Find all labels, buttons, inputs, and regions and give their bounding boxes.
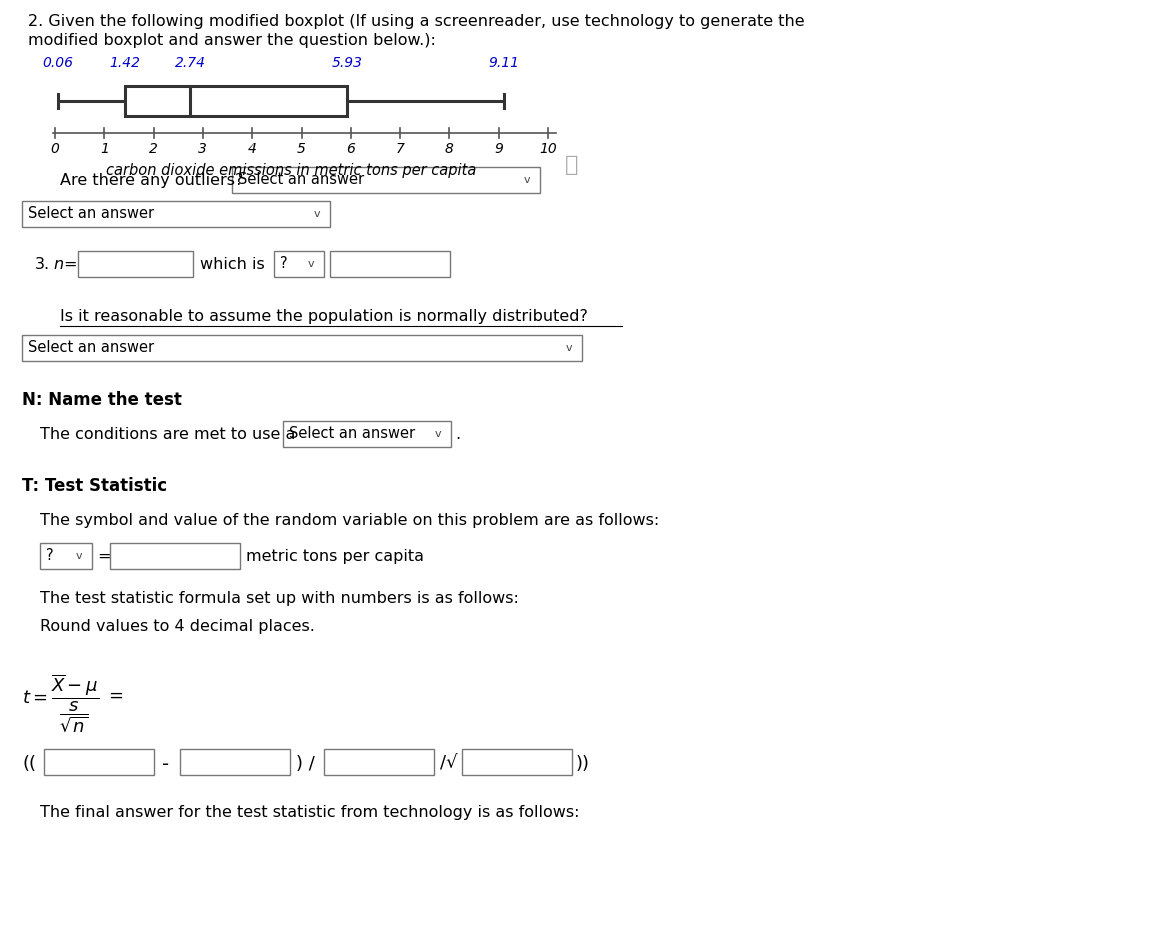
Text: =: = (63, 257, 77, 272)
Text: 6: 6 (347, 142, 355, 156)
Bar (180, 749, 290, 775)
Bar (22, 335, 582, 361)
Text: Are there any outliers?: Are there any outliers? (60, 173, 243, 188)
Text: carbon dioxide emissions in metric tons per capita: carbon dioxide emissions in metric tons … (106, 163, 477, 178)
Bar (283, 421, 451, 447)
Text: 8: 8 (445, 142, 454, 156)
Text: v: v (525, 175, 530, 185)
Text: 7: 7 (395, 142, 405, 156)
Text: 1.42: 1.42 (109, 56, 141, 70)
Bar (110, 543, 240, 569)
Text: 9.11: 9.11 (488, 56, 520, 70)
Text: modified boxplot and answer the question below.):: modified boxplot and answer the question… (28, 33, 436, 48)
Text: 4: 4 (248, 142, 257, 156)
Text: metric tons per capita: metric tons per capita (247, 549, 424, 564)
Text: -: - (162, 755, 169, 774)
Text: Select an answer: Select an answer (28, 206, 155, 221)
Text: v: v (308, 259, 315, 269)
Text: Select an answer: Select an answer (238, 172, 364, 187)
Text: =: = (97, 549, 110, 564)
Bar (44, 749, 154, 775)
Bar (22, 201, 330, 227)
Text: T: Test Statistic: T: Test Statistic (22, 477, 167, 495)
Text: 3.: 3. (35, 257, 50, 272)
Text: 2. Given the following modified boxplot (If using a screenreader, use technology: 2. Given the following modified boxplot … (28, 14, 805, 29)
Bar (324, 749, 434, 775)
Bar (124, 86, 348, 116)
Text: v: v (566, 343, 572, 353)
Text: Round values to 4 decimal places.: Round values to 4 decimal places. (40, 619, 315, 634)
Text: =: = (108, 687, 123, 705)
Text: 1: 1 (100, 142, 108, 156)
Text: 0: 0 (50, 142, 59, 156)
Bar (274, 251, 324, 277)
Text: ?: ? (47, 548, 53, 564)
Text: N: Name the test: N: Name the test (22, 391, 181, 409)
Text: ) /: ) / (297, 755, 315, 773)
Text: )): )) (576, 755, 590, 773)
Text: 5.93: 5.93 (331, 56, 363, 70)
Text: n: n (53, 257, 63, 272)
Bar (40, 543, 92, 569)
Text: 5: 5 (297, 142, 306, 156)
Text: The symbol and value of the random variable on this problem are as follows:: The symbol and value of the random varia… (40, 513, 659, 528)
Text: 0.06: 0.06 (43, 56, 73, 70)
Bar (231, 167, 540, 193)
Bar (78, 251, 193, 277)
Text: $t = \dfrac{\overline{X}-\mu}{\dfrac{s}{\sqrt{n}}}$: $t = \dfrac{\overline{X}-\mu}{\dfrac{s}{… (22, 673, 99, 735)
Text: /√: /√ (440, 755, 457, 773)
Text: The conditions are met to use a: The conditions are met to use a (40, 427, 295, 442)
Text: ?: ? (280, 257, 287, 271)
Text: The test statistic formula set up with numbers is as follows:: The test statistic formula set up with n… (40, 591, 519, 606)
Text: 9: 9 (494, 142, 504, 156)
Bar (330, 251, 450, 277)
Text: v: v (435, 429, 442, 439)
Text: v: v (76, 551, 83, 561)
Text: Select an answer: Select an answer (28, 341, 155, 356)
Text: 10: 10 (540, 142, 557, 156)
Bar (462, 749, 572, 775)
Text: 2.74: 2.74 (174, 56, 206, 70)
Text: Is it reasonable to assume the population is normally distributed?: Is it reasonable to assume the populatio… (60, 309, 587, 324)
Text: 3: 3 (199, 142, 207, 156)
Text: .: . (455, 427, 461, 442)
Text: ⌕: ⌕ (565, 155, 578, 175)
Text: Select an answer: Select an answer (288, 427, 415, 442)
Text: 2: 2 (149, 142, 158, 156)
Text: v: v (314, 209, 321, 219)
Text: which is: which is (200, 257, 265, 272)
Text: The final answer for the test statistic from technology is as follows:: The final answer for the test statistic … (40, 805, 579, 820)
Text: ((: (( (22, 755, 36, 773)
